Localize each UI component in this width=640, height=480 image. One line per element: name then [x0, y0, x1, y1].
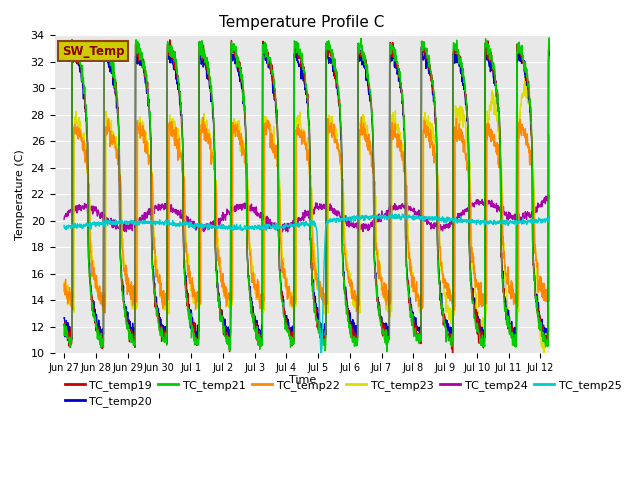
Text: SW_Temp: SW_Temp — [62, 45, 124, 58]
Legend: TC_temp19, TC_temp20, TC_temp21, TC_temp22, TC_temp23, TC_temp24, TC_temp25: TC_temp19, TC_temp20, TC_temp21, TC_temp… — [60, 375, 626, 411]
Y-axis label: Temperature (C): Temperature (C) — [15, 149, 25, 240]
Title: Temperature Profile C: Temperature Profile C — [220, 15, 385, 30]
X-axis label: Time: Time — [289, 374, 316, 384]
